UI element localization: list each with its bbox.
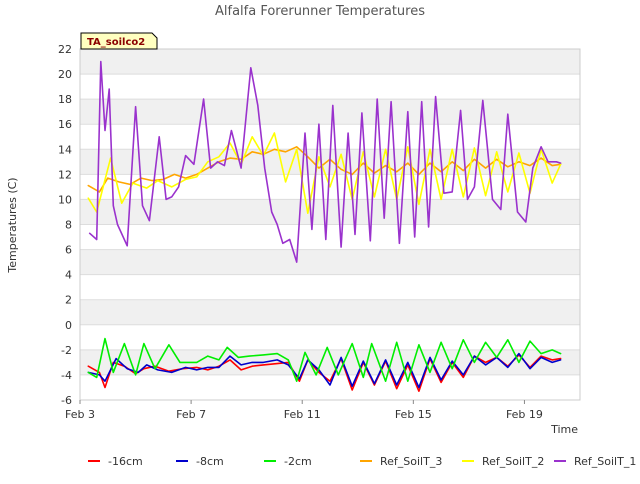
x-tick-label: Feb 7 [176,408,206,421]
y-tick-label: 10 [58,193,72,206]
y-axis-label: Temperatures (C) [6,177,19,273]
grid-band [80,224,580,250]
y-tick-label: -2 [61,344,72,357]
y-tick-label: 14 [58,143,72,156]
y-tick-label: 20 [58,68,72,81]
x-tick-label: Feb 15 [395,408,432,421]
legend-label: -8cm [196,455,224,468]
series-line-refsoilt2 [87,132,562,214]
grid-band [80,199,580,225]
plot-bands [80,48,580,401]
grid-band [80,49,580,75]
grid-band [80,99,580,125]
grid-band [80,374,580,400]
legend-label: -16cm [108,455,143,468]
series-line-2cm [87,337,562,382]
x-tick-label: Feb 3 [65,408,95,421]
y-tick-label: -6 [61,394,72,407]
x-tick-label: Feb 19 [506,408,543,421]
chart-title: Alfalfa Forerunner Temperatures [215,4,425,19]
y-tick-label: 22 [58,43,72,56]
legend-label: Ref_SoilT_3 [380,455,442,468]
grid-band [80,74,580,100]
y-tick-label: 2 [65,294,72,307]
badge-label: TA_soilco2 [87,37,145,48]
y-tick-label: 16 [58,118,72,131]
legend-label: Ref_SoilT_2 [482,455,544,468]
y-tick-label: 4 [65,269,72,282]
grid-band [80,249,580,275]
x-tick-label: Feb 11 [284,408,321,421]
y-tick-label: 18 [58,93,72,106]
badge-box [80,32,158,50]
plot-axes: -6 -4 -2 0 2 4 6 8 10 12 14 16 18 20 22 Feb 3 Feb 7 Feb 1… [58,43,581,421]
grid-band [80,324,580,350]
plot-frame [79,48,581,401]
y-tick-label: -4 [61,369,72,382]
series-line-8cm [87,352,562,389]
badge-group: TA_soilco2 [80,32,158,50]
y-tick-label: 0 [65,319,72,332]
series-line-refsoilt3 [87,146,562,193]
y-tick-label: 6 [65,244,72,257]
legend: -16cm -8cm -2cm Ref_SoilT_3 Ref_SoilT_2 Ref_S… [88,455,636,468]
x-axis-label: Time [550,423,578,436]
legend-label: -2cm [284,455,312,468]
grid-band [80,274,580,300]
series-line-refsoilt1 [88,60,562,263]
y-tick-label: 12 [58,168,72,181]
grid-band [80,299,580,325]
plot-series [87,60,562,392]
y-tick-label: 8 [65,219,72,232]
legend-label: Ref_SoilT_1 [574,455,636,468]
